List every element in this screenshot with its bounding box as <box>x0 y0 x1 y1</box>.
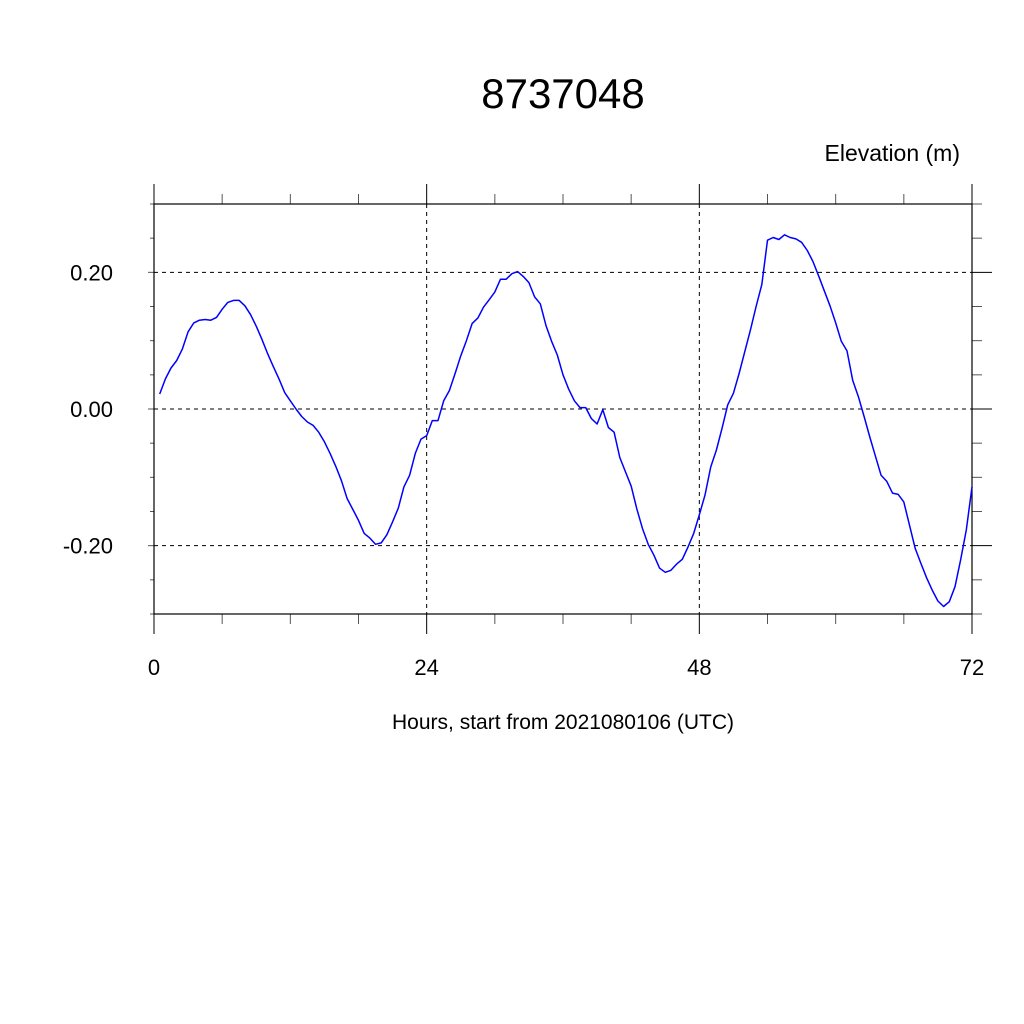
chart-title: 8737048 <box>481 70 645 117</box>
axis-ticks <box>148 184 992 634</box>
plot-frame <box>153 203 973 615</box>
y-tick-label: 0.20 <box>70 260 113 285</box>
x-tick-label: 24 <box>414 655 438 680</box>
tick-labels: 0 24 48 72 0.20 0.00 -0.20 <box>63 260 984 680</box>
x-tick-label: 48 <box>687 655 711 680</box>
y-tick-label: 0.00 <box>70 397 113 422</box>
x-tick-label: 72 <box>960 655 984 680</box>
series-group <box>158 234 973 608</box>
grid-lines <box>154 204 972 614</box>
y-axis-label: Elevation (m) <box>825 140 960 166</box>
x-axis-label: Hours, start from 2021080106 (UTC) <box>392 711 734 734</box>
y-tick-label: -0.20 <box>63 534 113 559</box>
x-tick-label: 0 <box>148 655 160 680</box>
elevation-line <box>158 234 973 608</box>
